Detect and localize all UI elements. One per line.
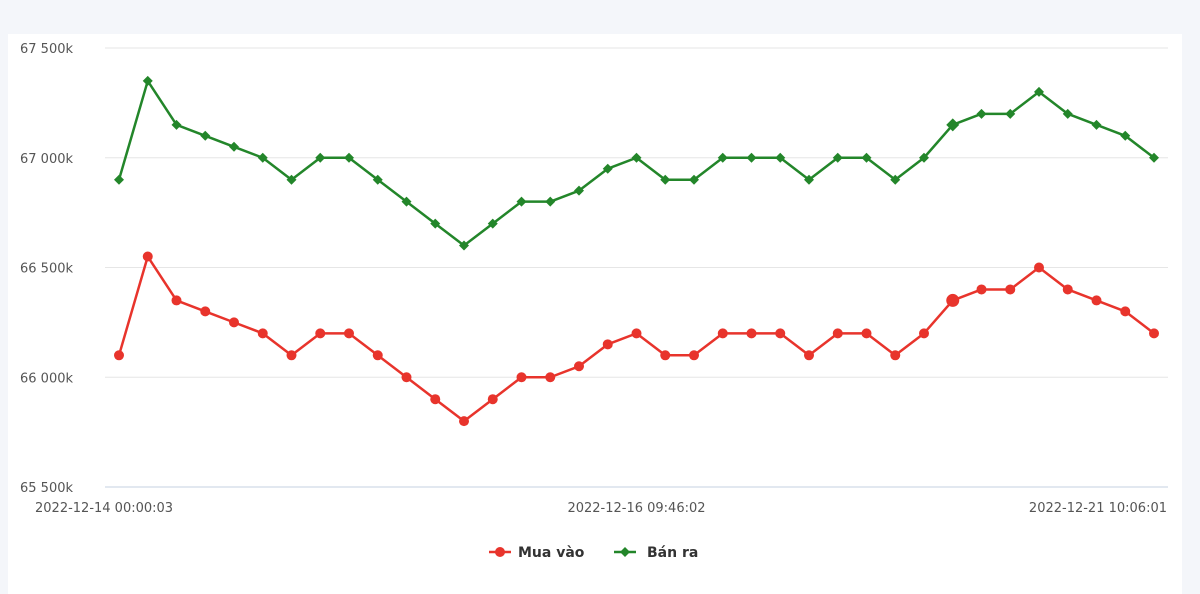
data-point[interactable] <box>344 152 354 163</box>
data-point[interactable] <box>1062 108 1073 119</box>
y-tick-label: 67 000k <box>20 152 73 167</box>
data-point[interactable] <box>861 328 872 339</box>
data-point[interactable] <box>545 372 556 383</box>
data-point[interactable] <box>114 174 124 185</box>
data-point[interactable] <box>689 350 699 361</box>
series-line <box>117 79 1156 247</box>
data-point[interactable] <box>775 152 786 163</box>
data-point[interactable] <box>372 350 383 361</box>
data-point[interactable] <box>344 328 354 339</box>
data-point[interactable] <box>1062 284 1073 295</box>
data-point[interactable] <box>1120 306 1131 317</box>
data-point[interactable] <box>487 218 498 229</box>
data-point[interactable] <box>459 240 469 251</box>
data-point[interactable] <box>890 350 901 361</box>
data-point[interactable] <box>257 328 268 339</box>
data-point[interactable] <box>746 152 757 163</box>
data-point[interactable] <box>315 328 326 339</box>
y-tick-label: 67 500k <box>20 42 73 57</box>
data-point[interactable] <box>832 328 843 339</box>
legend-label: Bán ra <box>647 545 698 561</box>
gridlines <box>105 47 1168 488</box>
data-point[interactable] <box>401 196 412 207</box>
line-chart: 65 500k 66 000k 66 500k 67 000k 67 500k 2022… <box>20 42 1168 561</box>
data-point[interactable] <box>1120 130 1131 141</box>
x-tick-label: 2022-12-14 00:00:03 <box>35 501 173 516</box>
data-point[interactable] <box>315 152 326 163</box>
x-tick-label: 2022-12-21 10:06:01 <box>1029 501 1167 516</box>
data-point[interactable] <box>660 350 671 361</box>
data-point[interactable] <box>976 284 987 295</box>
data-point[interactable] <box>286 174 297 185</box>
data-point[interactable] <box>946 118 960 132</box>
data-point[interactable] <box>890 174 901 185</box>
data-point[interactable] <box>1034 262 1044 273</box>
data-point[interactable] <box>171 295 182 306</box>
data-point[interactable] <box>602 339 613 350</box>
data-point[interactable] <box>257 152 268 163</box>
data-point[interactable] <box>976 108 987 119</box>
x-axis: 2022-12-14 00:00:03 2022-12-16 09:46:02 20… <box>35 501 1167 516</box>
data-point[interactable] <box>1005 284 1016 295</box>
data-point[interactable] <box>229 141 239 152</box>
data-point[interactable] <box>1091 119 1102 130</box>
data-point[interactable] <box>804 174 814 185</box>
data-point[interactable] <box>1149 152 1159 163</box>
data-point[interactable] <box>919 328 929 339</box>
data-point[interactable] <box>229 317 239 328</box>
data-point[interactable] <box>1034 86 1044 97</box>
data-point[interactable] <box>746 328 757 339</box>
data-point[interactable] <box>1005 108 1016 119</box>
data-point[interactable] <box>401 372 412 383</box>
legend-marker-icon <box>495 547 505 557</box>
data-point[interactable] <box>919 152 929 163</box>
series-line <box>117 255 1156 423</box>
data-point[interactable] <box>200 306 211 317</box>
y-tick-label: 66 000k <box>20 371 73 386</box>
data-point[interactable] <box>171 119 182 130</box>
legend-item-sell[interactable]: Bán ra <box>614 545 698 561</box>
data-point[interactable] <box>142 75 153 86</box>
data-point[interactable] <box>861 152 872 163</box>
y-tick-label: 66 500k <box>20 262 73 277</box>
y-axis: 65 500k 66 000k 66 500k 67 000k 67 500k <box>20 42 73 496</box>
data-point[interactable] <box>574 361 584 372</box>
data-point[interactable] <box>114 350 124 361</box>
data-point[interactable] <box>602 163 613 174</box>
legend-label: Mua vào <box>518 545 585 561</box>
data-point[interactable] <box>717 328 728 339</box>
series-group <box>114 75 1159 427</box>
data-point[interactable] <box>631 328 642 339</box>
data-point[interactable] <box>574 185 584 196</box>
legend[interactable]: Mua vào Bán ra <box>489 545 698 561</box>
data-point[interactable] <box>717 152 728 163</box>
data-point[interactable] <box>1149 328 1159 339</box>
data-point[interactable] <box>200 130 211 141</box>
data-point[interactable] <box>660 174 671 185</box>
y-tick-label: 65 500k <box>20 481 73 496</box>
data-point[interactable] <box>545 196 556 207</box>
data-point[interactable] <box>516 372 527 383</box>
data-point[interactable] <box>286 350 297 361</box>
data-point[interactable] <box>804 350 814 361</box>
data-point[interactable] <box>832 152 843 163</box>
series-sell <box>114 75 1159 251</box>
data-point[interactable] <box>430 394 441 405</box>
data-point[interactable] <box>631 152 642 163</box>
data-point[interactable] <box>689 174 699 185</box>
data-point[interactable] <box>142 251 153 262</box>
data-point[interactable] <box>516 196 527 207</box>
legend-marker-icon <box>620 547 630 557</box>
legend-item-buy[interactable]: Mua vào <box>489 545 585 561</box>
chart-card: 65 500k 66 000k 66 500k 67 000k 67 500k 2022… <box>8 34 1182 594</box>
data-point[interactable] <box>459 416 469 427</box>
x-tick-label: 2022-12-16 09:46:02 <box>567 501 705 516</box>
data-point[interactable] <box>775 328 786 339</box>
data-point[interactable] <box>1091 295 1102 306</box>
data-point[interactable] <box>946 293 960 307</box>
data-point[interactable] <box>430 218 441 229</box>
data-point[interactable] <box>487 394 498 405</box>
data-point[interactable] <box>372 174 383 185</box>
series-buy <box>114 251 1159 427</box>
